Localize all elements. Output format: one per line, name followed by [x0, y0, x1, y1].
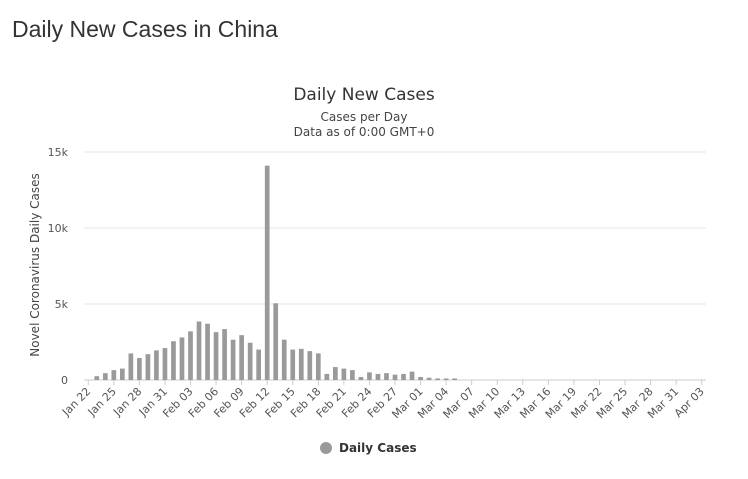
bar — [196, 321, 202, 380]
bar — [154, 350, 159, 380]
bar — [162, 348, 168, 380]
chart-title: Daily New Cases — [293, 85, 435, 105]
bar — [307, 351, 313, 380]
legend-marker[interactable] — [320, 442, 332, 454]
bar — [230, 339, 236, 380]
bar — [290, 349, 296, 380]
bar — [350, 370, 355, 380]
legend[interactable]: Daily Cases — [320, 441, 417, 455]
bar — [188, 331, 193, 380]
bar — [273, 303, 279, 380]
y-tick-label: 5k — [55, 298, 69, 311]
x-tick-label: Jan 25 — [85, 385, 119, 419]
bar — [367, 372, 372, 380]
legend-label-daily-cases[interactable]: Daily Cases — [339, 441, 417, 455]
y-tick-label: 15k — [48, 146, 69, 159]
bar — [281, 339, 287, 380]
bar — [358, 376, 364, 380]
bar — [239, 335, 244, 380]
bar — [418, 376, 423, 380]
y-tick-label: 0 — [61, 374, 68, 387]
bar — [102, 373, 108, 380]
bar — [435, 378, 440, 380]
x-tick-label: Jan 22 — [59, 385, 93, 419]
bar — [426, 377, 432, 380]
bar — [111, 370, 117, 380]
bar — [324, 373, 330, 380]
bar — [247, 342, 253, 380]
bar — [333, 367, 338, 380]
y-axis-title: Novel Coronavirus Daily Cases — [28, 173, 42, 356]
bar — [452, 378, 457, 380]
y-tick-label: 10k — [48, 222, 69, 235]
grid-lines — [84, 151, 706, 381]
bar — [401, 373, 406, 380]
bar — [341, 368, 347, 380]
bar — [119, 368, 125, 380]
bar — [409, 371, 415, 380]
bar — [392, 374, 398, 380]
bar — [256, 349, 262, 380]
bar — [137, 357, 142, 380]
bar — [298, 348, 304, 380]
bar — [179, 337, 185, 380]
bars-daily-cases — [94, 165, 457, 380]
bar — [128, 353, 134, 380]
bar — [384, 373, 389, 380]
bar — [264, 165, 270, 380]
bar — [443, 378, 449, 380]
x-tick-label: Jan 28 — [110, 385, 144, 419]
page-heading: Daily New Cases in China — [12, 16, 278, 42]
chart-subtitle-line-1: Cases per Day — [321, 110, 408, 124]
bar — [315, 353, 321, 380]
bar — [205, 323, 210, 380]
bar — [145, 354, 151, 380]
bar — [171, 341, 176, 380]
bar — [213, 332, 219, 380]
y-axis-ticks: 0 5k 10k 15k — [48, 146, 69, 387]
bar — [94, 376, 100, 380]
bar — [222, 329, 227, 380]
bar — [375, 373, 381, 380]
chart-subtitle-line-2: Data as of 0:00 GMT+0 — [294, 125, 435, 139]
